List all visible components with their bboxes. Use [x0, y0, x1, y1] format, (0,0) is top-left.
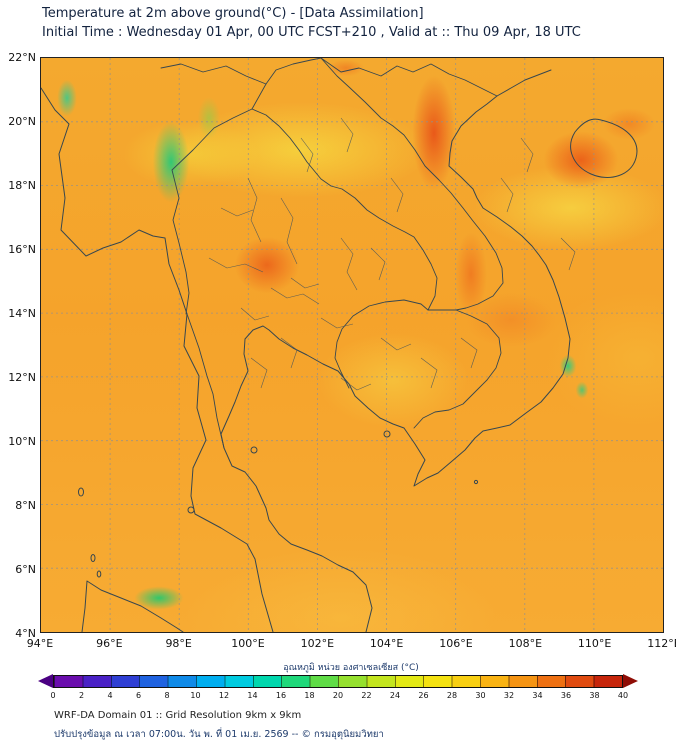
- x-axis-labels: 94°E 96°E 98°E 100°E 102°E 104°E 106°E 108°E 110…: [26, 637, 676, 650]
- province-border-paths: [208, 117, 576, 391]
- graticule-gridlines: [41, 58, 663, 632]
- country-border-paths: [160, 58, 504, 449]
- coastline-paths: [41, 69, 638, 632]
- footer-update-info: ปรับปรุงข้อมูล ณ เวลา 07:00น. วัน พ. ที่…: [54, 729, 384, 740]
- colorbar-underflow-arrow: [38, 674, 53, 688]
- colorbar-label: อุณหภูมิ หน่วย องศาเซลเซียส (°C): [283, 663, 419, 673]
- colorbar: [38, 674, 638, 688]
- page-title: Temperature at 2m above ground(°C) - [Da…: [42, 6, 424, 21]
- y-axis-labels: 22°N 20°N 18°N 16°N 14°N 12°N 10°N 8°N 6°N 4°N: [8, 50, 36, 640]
- colorbar-overflow-arrow: [623, 674, 638, 688]
- footer-domain-info: WRF-DA Domain 01 :: Grid Resolution 9km …: [54, 710, 302, 721]
- map-overlay: [41, 58, 663, 632]
- page-subtitle: Initial Time : Wednesday 01 Apr, 00 UTC …: [42, 25, 581, 40]
- map-canvas: [40, 57, 664, 633]
- colorbar-tick-labels: 0 2 4 6 8 10 12 14 16 18 20 22 24 26 28 30 32 34 36 38 40: [50, 691, 629, 700]
- colorbar-gradient: [53, 674, 623, 688]
- temperature-field: [41, 58, 663, 632]
